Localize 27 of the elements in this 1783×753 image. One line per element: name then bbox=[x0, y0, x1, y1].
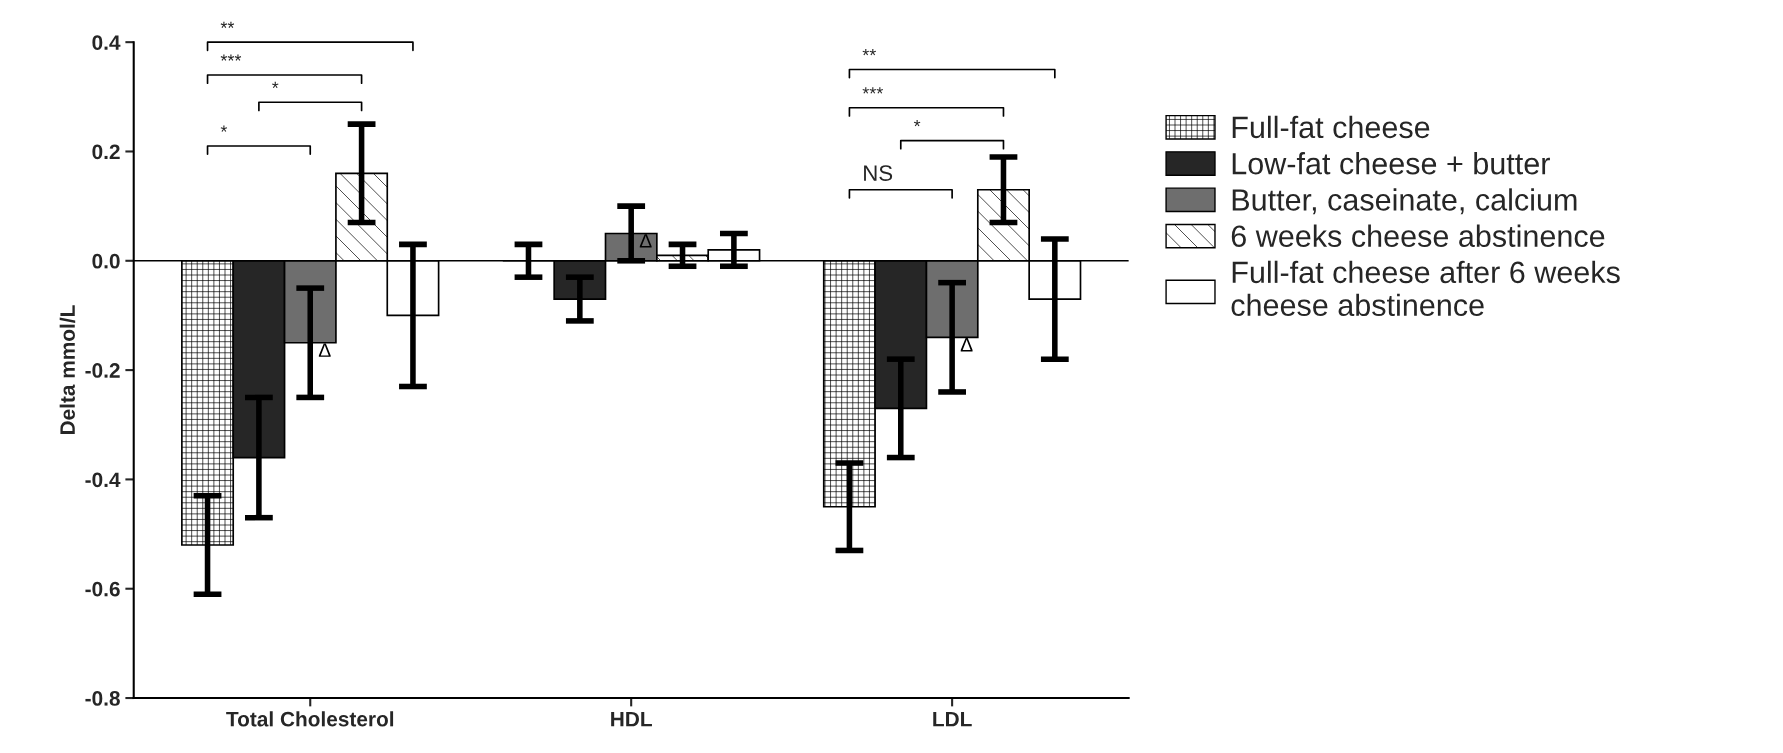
y-tick-label: 0.0 bbox=[92, 253, 120, 269]
legend-label: 6 weeks cheese abstinence bbox=[1231, 224, 1605, 248]
annotation: * bbox=[220, 125, 228, 132]
text: ** bbox=[220, 21, 235, 28]
annotation: NS bbox=[864, 165, 893, 181]
x-tick-label: Total Cholesterol bbox=[226, 711, 394, 727]
annotation: *** bbox=[862, 87, 884, 94]
x-tick-label: HDL bbox=[611, 711, 652, 727]
x-tick-label: LDL bbox=[933, 711, 972, 727]
y-tick-label: 0.2 bbox=[92, 144, 120, 160]
annotation: ** bbox=[862, 48, 877, 56]
y-tick-label: 0.4 bbox=[92, 35, 121, 50]
y-axis-title: Delta mmol/L bbox=[59, 305, 76, 435]
annotation: Δ bbox=[960, 338, 973, 352]
annotation: * bbox=[272, 81, 279, 89]
legend-label: Low-fat cheese + butter bbox=[1232, 152, 1550, 175]
annotation: * bbox=[913, 120, 921, 127]
annotation: Δ bbox=[318, 343, 331, 357]
y-tick-label: -0.6 bbox=[85, 581, 120, 597]
legend-label: Full-fat cheese after 6 weeks cheese abstinence bbox=[1231, 260, 1620, 317]
legend-label: Full-fat cheese bbox=[1232, 115, 1430, 139]
annotation: *** bbox=[220, 54, 242, 61]
y-tick-label: -0.4 bbox=[85, 472, 121, 488]
y-tick-label: -0.8 bbox=[85, 691, 120, 706]
annotation: Δ bbox=[639, 234, 652, 248]
y-tick-label: -0.2 bbox=[85, 363, 120, 378]
legend-label: Butter, caseinate, calcium bbox=[1232, 188, 1577, 215]
